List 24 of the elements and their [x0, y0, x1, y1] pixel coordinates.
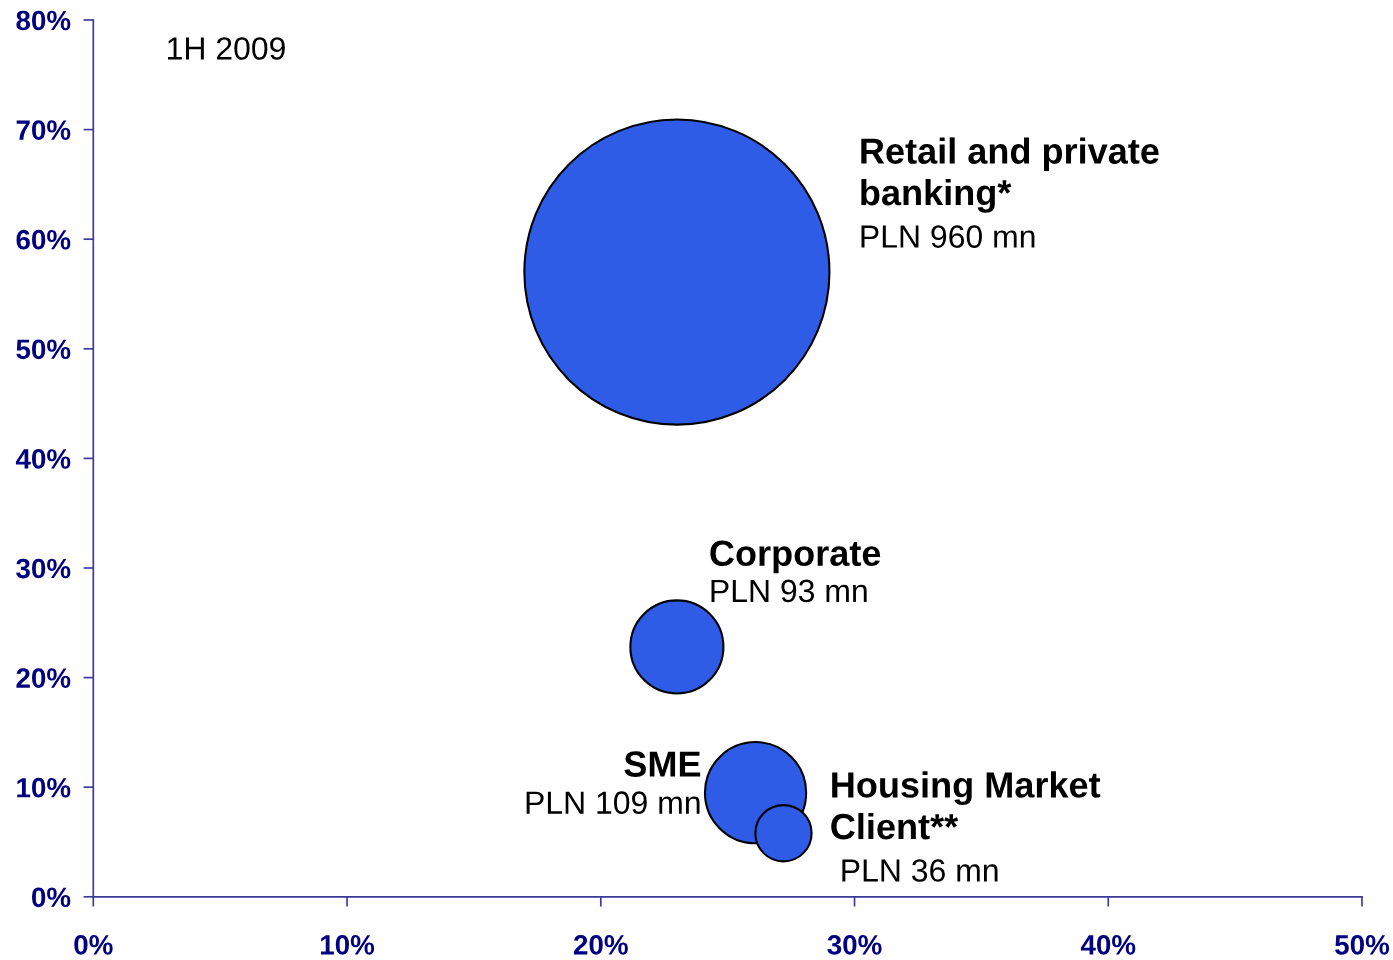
data-label: PLN 36 mn	[842, 859, 998, 882]
x-tick-label: 30%	[827, 935, 882, 955]
x-tick-label: 40%	[1080, 935, 1136, 955]
y-tick-label: 30%	[16, 558, 71, 579]
annotation: 1H 2009	[168, 37, 285, 60]
x-tick-label: 20%	[573, 935, 628, 955]
series-label: Corporate	[710, 540, 881, 574]
y-tick-label: 0%	[32, 887, 71, 908]
x-tick-label: 10%	[320, 935, 375, 955]
series-label: SME	[624, 751, 701, 777]
y-tick-label: 50%	[16, 339, 71, 360]
y-tick-label: 80%	[16, 10, 71, 31]
data-label: PLN 960 mn	[861, 225, 1035, 248]
x-tick-label: 0%	[74, 935, 113, 955]
y-tick-label: 10%	[17, 777, 71, 798]
y-tick-label: 60%	[16, 229, 71, 250]
data-label: PLN 93 mn	[711, 579, 867, 603]
y-tick-label: 70%	[16, 120, 71, 140]
x-tick-label: 50%	[1335, 935, 1390, 955]
y-tick-label: 40%	[15, 449, 71, 469]
data-label: PLN 109 mn	[526, 791, 700, 814]
y-tick-label: 20%	[16, 668, 71, 688]
series-label: Retail and private banking*	[861, 137, 1159, 213]
series-label: Housing Market Client**	[831, 771, 1101, 840]
